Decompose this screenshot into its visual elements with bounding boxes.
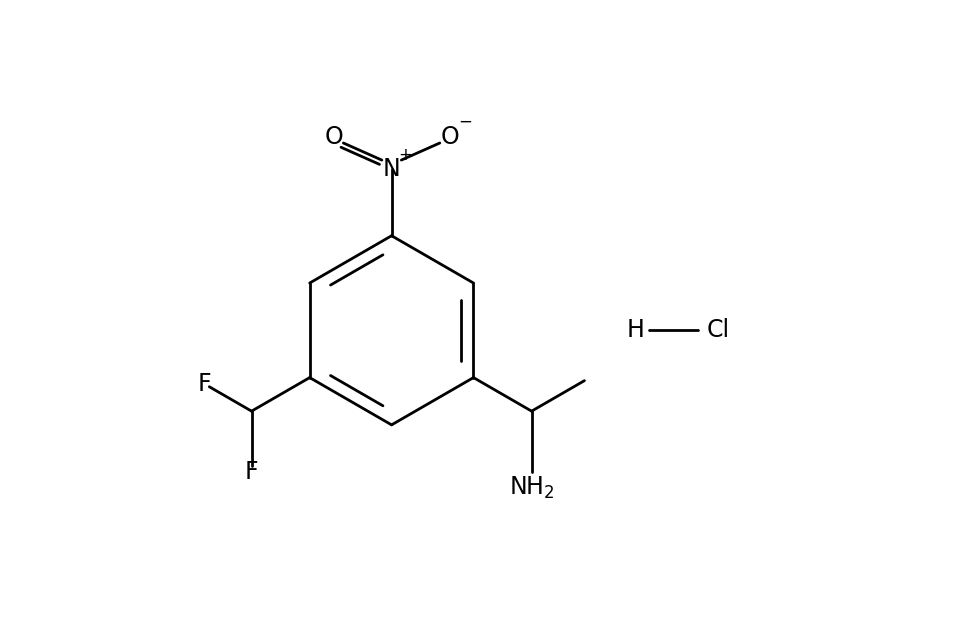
Text: F: F [245, 460, 258, 484]
Text: NH$_2$: NH$_2$ [508, 475, 554, 502]
Text: O: O [324, 125, 343, 149]
Text: −: − [458, 113, 472, 130]
Text: O: O [439, 125, 458, 149]
Text: +: + [397, 146, 412, 164]
Text: N: N [382, 157, 400, 180]
Text: H: H [626, 318, 644, 343]
Text: Cl: Cl [705, 318, 729, 343]
Text: F: F [197, 372, 211, 396]
